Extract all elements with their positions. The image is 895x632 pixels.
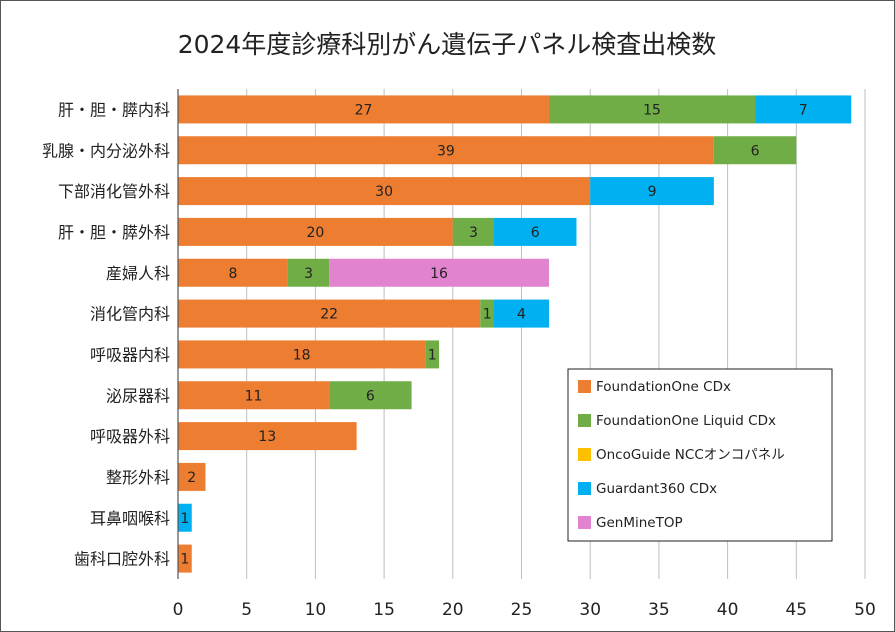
- bar-segment-2: [329, 381, 412, 410]
- x-tick-label: 40: [717, 600, 739, 620]
- x-tick-label: 15: [373, 600, 395, 620]
- data-label: 13: [258, 429, 276, 445]
- x-tick-label: 5: [241, 600, 252, 620]
- data-label: 18: [293, 347, 311, 363]
- data-label: 8: [228, 266, 237, 282]
- x-tick-label: 25: [511, 600, 533, 620]
- legend-label: FoundationOne CDx: [596, 379, 731, 395]
- data-label: 1: [428, 347, 437, 363]
- bar-segment-5: [329, 258, 549, 287]
- bar-segment-2: [425, 340, 440, 369]
- legend-swatch: [578, 380, 591, 393]
- data-label: 6: [366, 388, 375, 404]
- data-label: 2: [187, 470, 196, 486]
- category-label: 泌尿器科: [106, 386, 170, 405]
- data-label: 1: [180, 511, 189, 527]
- data-label: 20: [306, 225, 324, 241]
- x-tick-label: 10: [305, 600, 327, 620]
- x-tick-label: 50: [854, 600, 876, 620]
- data-label: 9: [648, 184, 657, 200]
- chart-title: 2024年度診療科別がん遺伝子パネル検査出検数: [178, 30, 717, 59]
- data-label: 1: [483, 307, 492, 323]
- legend-box: [567, 368, 833, 542]
- category-label: 下部消化管外科: [58, 182, 170, 201]
- legend-swatch: [578, 482, 591, 495]
- data-label: 3: [469, 225, 478, 241]
- bar-segment-1: [178, 462, 206, 491]
- bar-segment-4: [755, 95, 852, 124]
- data-label: 39: [437, 143, 455, 159]
- bar-segment-4: [494, 217, 577, 246]
- data-label: 16: [430, 266, 448, 282]
- category-label: 呼吸器内科: [90, 345, 170, 364]
- bar-segment-4: [178, 503, 192, 532]
- category-label: 歯科口腔外科: [74, 550, 170, 569]
- legend-label: GenMineTOP: [596, 515, 683, 531]
- data-label: 6: [531, 225, 540, 241]
- axis-layer: 0 5 10 15 20 25 30 35 40 45 50 肝・胆・膵内科乳腺・内分泌外科下部消化管…: [42, 89, 876, 620]
- bar-segment-2: [452, 217, 495, 246]
- data-label: 4: [517, 307, 526, 323]
- x-tick-label: 30: [579, 600, 601, 620]
- data-label: 6: [751, 143, 760, 159]
- bar-segment-1: [178, 299, 481, 328]
- category-label: 耳鼻咽喉科: [90, 509, 170, 528]
- legend-label: Guardant360 CDx: [596, 481, 717, 497]
- data-label: 11: [245, 388, 263, 404]
- bar-segment-1: [178, 381, 330, 410]
- x-tick-label: 45: [785, 600, 807, 620]
- bar-segment-1: [178, 340, 426, 369]
- bar-segment-1: [178, 95, 549, 124]
- bar-segment-2: [480, 299, 495, 328]
- bar-segment-2: [713, 136, 797, 165]
- bar-segment-1: [178, 136, 714, 165]
- data-label: 3: [304, 266, 313, 282]
- grid-layer: [246, 89, 866, 579]
- data-label: 7: [799, 102, 808, 118]
- category-label: 呼吸器外科: [90, 427, 170, 446]
- category-label: 整形外科: [106, 468, 170, 487]
- bar-segment-1: [178, 422, 357, 451]
- category-label: 肝・胆・膵内科: [58, 100, 170, 119]
- category-label: 産婦人科: [106, 264, 170, 283]
- bar-segment-1: [178, 177, 591, 206]
- x-tick-label: 20: [442, 600, 464, 620]
- x-tick-label: 0: [173, 600, 184, 620]
- bar-segment-1: [178, 544, 192, 573]
- bar-segment-1: [178, 217, 453, 246]
- legend-label: FoundationOne Liquid CDx: [596, 413, 776, 429]
- bar-segment-2: [287, 258, 330, 287]
- legend-label: OncoGuide NCCオンコパネル: [596, 447, 785, 463]
- bar-segment-1: [178, 258, 288, 287]
- x-tick-label: 35: [648, 600, 670, 620]
- bar-segment-4: [494, 299, 549, 328]
- legend: FoundationOne CDx FoundationOne Liquid CD…: [567, 368, 833, 542]
- legend-swatch: [578, 414, 591, 427]
- legend-swatch: [578, 516, 591, 529]
- bar-segment-2: [548, 95, 756, 124]
- legend-swatch: [578, 448, 591, 461]
- category-label: 乳腺・内分泌外科: [42, 141, 170, 160]
- data-label: 1: [180, 552, 189, 568]
- bar-segment-4: [590, 177, 714, 206]
- category-label: 消化管内科: [90, 305, 170, 324]
- data-label: 30: [375, 184, 393, 200]
- data-label: 27: [355, 102, 373, 118]
- data-label: 15: [643, 102, 661, 118]
- data-label: 22: [320, 307, 338, 323]
- category-label: 肝・胆・膵外科: [58, 223, 170, 242]
